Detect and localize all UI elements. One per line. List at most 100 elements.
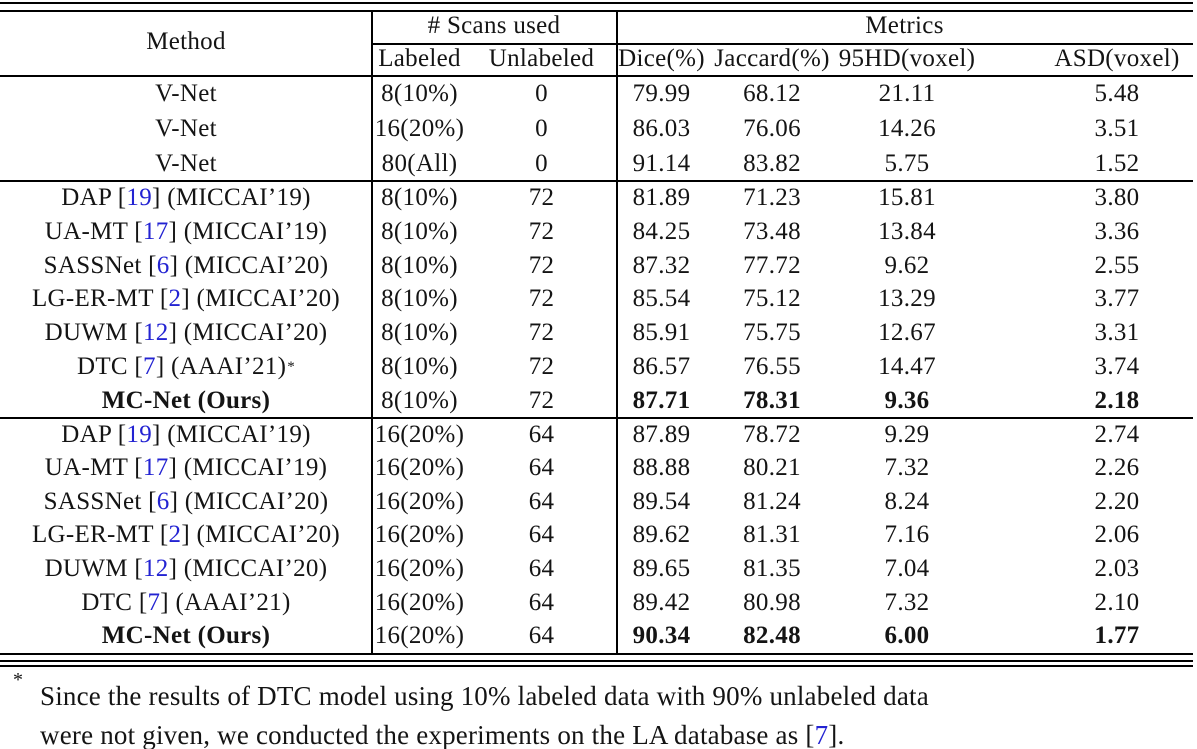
jaccard-cell: 82.48: [743, 622, 801, 650]
citation-link[interactable]: 7: [814, 719, 829, 749]
asd-cell: 2.55: [1094, 251, 1140, 279]
unlabeled-cell: 64: [528, 588, 555, 616]
header-labeled: Labeled: [372, 43, 467, 75]
table-row: DTC [7] (AAAI’21) * 8(10%) 72 86.57 76.55 14.4…: [0, 350, 1193, 384]
unlabeled-cell: 0: [535, 114, 548, 142]
hd95-cell: 15.81: [878, 183, 936, 211]
method-cell: V-Net: [155, 114, 217, 142]
hd95-cell: 14.26: [878, 114, 936, 142]
labeled-cell: 8(10%): [381, 80, 458, 108]
header-unlabeled: Unlabeled: [467, 43, 616, 75]
method-cell: LG-ER-MT [2] (MICCAI’20): [31, 285, 341, 313]
jaccard-cell: 71.23: [743, 183, 801, 211]
hd95-cell: 13.29: [878, 285, 936, 313]
citation-link[interactable]: 2: [168, 521, 182, 549]
jaccard-cell: 80.21: [743, 454, 801, 482]
dice-cell: 90.34: [632, 622, 691, 650]
citation-link[interactable]: 12: [142, 555, 169, 583]
footnote-marker: *: [13, 669, 23, 691]
jaccard-cell: 76.55: [743, 353, 801, 381]
table-row: V-Net 8(10%) 0 79.99 68.12 21.11 5.48: [0, 77, 1193, 112]
table-row: MC-Net (Ours) 8(10%) 72 87.71 78.31 9.36 2.18: [0, 384, 1193, 418]
table-row: UA-MT [17] (MICCAI’19) 8(10%) 72 84.25 73.48…: [0, 215, 1193, 249]
table-row: SASSNet [6] (MICCAI’20) 16(20%) 64 89.54 81.…: [0, 485, 1193, 519]
rule-after-group1: [0, 417, 1193, 419]
citation-link[interactable]: 2: [168, 285, 182, 313]
footnote-ref-asterisk: *: [287, 358, 296, 375]
unlabeled-cell: 0: [535, 149, 548, 177]
citation-link[interactable]: 12: [142, 319, 169, 347]
footnote: Since the results of DTC model using 10%…: [40, 677, 1190, 749]
rule-vertical-scans-metrics: [615, 10, 618, 654]
header-dice-label: Dice(%): [618, 45, 705, 72]
header-95hd: 95HD(voxel): [837, 43, 977, 75]
rule-under-group-headers: [372, 42, 1193, 45]
citation-link[interactable]: 6: [156, 251, 170, 279]
citation-link[interactable]: 19: [126, 420, 153, 448]
asd-cell: 3.77: [1094, 285, 1140, 313]
dice-cell: 87.32: [632, 251, 691, 279]
hd95-cell: 13.84: [878, 217, 936, 245]
labeled-cell: 80(All): [381, 149, 458, 177]
citation-link[interactable]: 17: [142, 217, 169, 245]
labeled-cell: 16(20%): [374, 521, 465, 549]
asd-cell: 2.10: [1094, 588, 1140, 616]
dice-cell: 91.14: [632, 149, 691, 177]
rule-bottom-double-2: [0, 664, 1193, 667]
dice-cell: 85.54: [632, 285, 691, 313]
citation-link[interactable]: 7: [143, 353, 156, 381]
header-asd: ASD(voxel): [977, 43, 1193, 75]
method-cell: DUWM [12] (MICCAI’20): [44, 555, 328, 583]
asd-cell: 3.80: [1094, 183, 1140, 211]
dice-cell: 87.71: [632, 387, 691, 415]
labeled-cell: 8(10%): [381, 319, 458, 347]
labeled-cell: 8(10%): [381, 251, 458, 279]
method-cell: DUWM [12] (MICCAI’20): [44, 319, 328, 347]
method-cell: DTC [7] (AAAI’21) *: [76, 353, 296, 381]
dice-cell: 89.42: [632, 588, 691, 616]
asd-cell: 3.74: [1094, 353, 1140, 381]
citation-link[interactable]: 7: [147, 588, 161, 616]
dice-cell: 81.89: [632, 183, 691, 211]
method-cell: V-Net: [155, 80, 217, 108]
method-cell: UA-MT [17] (MICCAI’19): [44, 217, 328, 245]
header-asd-label: ASD(voxel): [1054, 45, 1180, 72]
citation-link[interactable]: 6: [156, 487, 170, 515]
jaccard-cell: 81.35: [743, 555, 801, 583]
unlabeled-cell: 72: [528, 285, 555, 313]
dice-cell: 89.62: [632, 521, 691, 549]
labeled-cell: 16(20%): [374, 622, 465, 650]
unlabeled-cell: 64: [528, 555, 555, 583]
rule-top-inner: [0, 9, 1193, 12]
labeled-cell: 8(10%): [381, 285, 458, 313]
footnote-line-1: Since the results of DTC model using 10%…: [40, 681, 929, 711]
hd95-cell: 9.62: [884, 251, 930, 279]
citation-link[interactable]: 17: [142, 454, 169, 482]
dice-cell: 79.99: [632, 80, 691, 108]
header-labeled-label: Labeled: [378, 45, 461, 72]
labeled-cell: 16(20%): [374, 420, 465, 448]
method-cell: MC-Net (Ours): [101, 622, 271, 650]
header-scans-group-label: # Scans used: [427, 12, 561, 39]
unlabeled-cell: 64: [528, 454, 555, 482]
rule-bottom-double-1: [0, 659, 1193, 662]
asd-cell: 1.52: [1094, 149, 1140, 177]
jaccard-cell: 81.24: [743, 487, 801, 515]
jaccard-cell: 78.72: [743, 420, 801, 448]
rule-after-vnet: [0, 179, 1193, 182]
jaccard-cell: 77.72: [743, 251, 801, 279]
asd-cell: 5.48: [1094, 80, 1140, 108]
hd95-cell: 6.00: [884, 622, 930, 650]
asd-cell: 2.74: [1094, 420, 1140, 448]
jaccard-cell: 80.98: [743, 588, 801, 616]
jaccard-cell: 75.12: [743, 285, 801, 313]
dice-cell: 84.25: [632, 217, 691, 245]
labeled-cell: 16(20%): [374, 588, 465, 616]
jaccard-cell: 83.82: [743, 149, 801, 177]
method-cell: MC-Net (Ours): [101, 387, 271, 415]
citation-link[interactable]: 19: [126, 183, 153, 211]
labeled-cell: 16(20%): [374, 487, 465, 515]
jaccard-cell: 78.31: [743, 387, 801, 415]
method-cell: DTC [7] (AAAI’21): [81, 588, 291, 616]
header-dice: Dice(%): [616, 43, 707, 75]
